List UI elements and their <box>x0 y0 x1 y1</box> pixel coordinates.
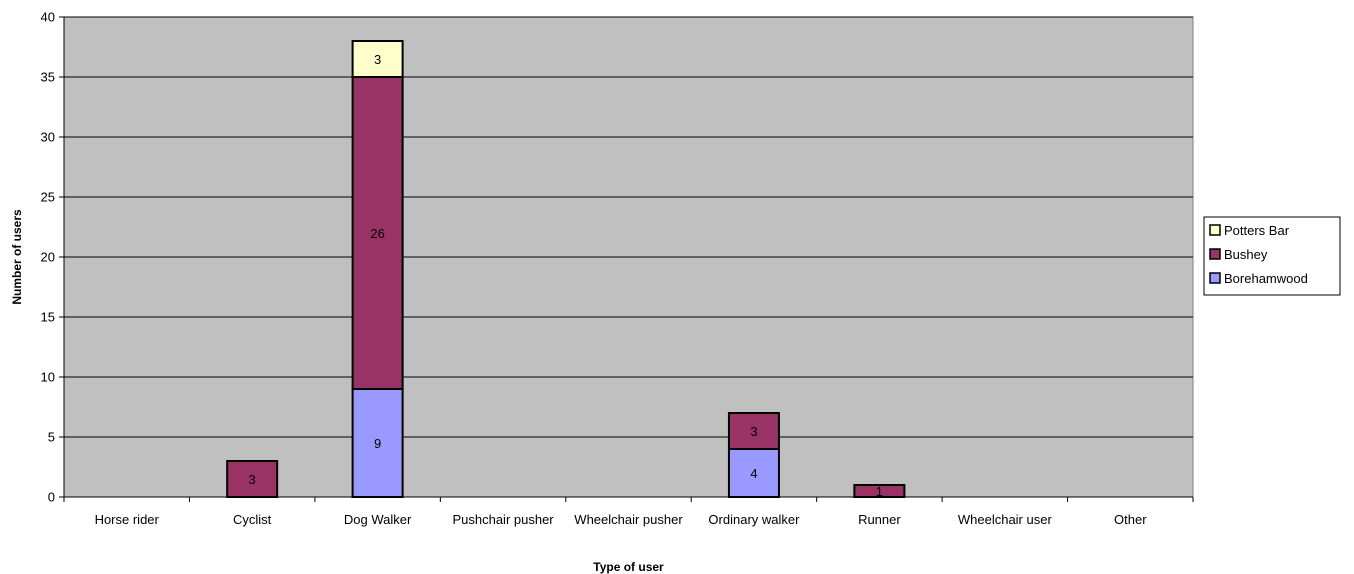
data-label: 3 <box>374 52 381 67</box>
y-tick-label: 5 <box>48 430 55 445</box>
bar-segment <box>727 412 780 450</box>
legend-label: Bushey <box>1224 247 1268 262</box>
data-label: 4 <box>750 466 757 481</box>
data-label: 3 <box>249 472 256 487</box>
y-tick-label: 25 <box>41 190 55 205</box>
data-label: 1 <box>876 484 883 499</box>
bar-segment <box>351 40 404 78</box>
legend-swatch <box>1209 248 1221 260</box>
bar-segment <box>351 388 404 498</box>
data-label: 3 <box>750 424 757 439</box>
y-tick-label: 40 <box>41 10 55 25</box>
data-labels: 3 9 26 3 4 3 1 <box>249 52 883 499</box>
y-tick-label: 30 <box>41 130 55 145</box>
x-category-label: Other <box>1114 512 1147 527</box>
bar-segment <box>727 448 780 498</box>
y-tick-label: 0 <box>48 490 55 505</box>
y-tick-label: 15 <box>41 310 55 325</box>
legend: Potters Bar Bushey Borehamwood <box>1203 216 1341 296</box>
legend-swatch <box>1209 272 1221 284</box>
legend-box <box>1203 216 1341 296</box>
data-label: 9 <box>374 436 381 451</box>
x-category-label: Cyclist <box>233 512 272 527</box>
y-axis-title: Number of users <box>10 209 24 305</box>
x-axis: Horse rider Cyclist Dog Walker Pushchair pu… <box>63 496 1194 527</box>
y-tick-label: 10 <box>41 370 55 385</box>
x-category-label: Horse rider <box>95 512 160 527</box>
y-tick-label: 20 <box>41 250 55 265</box>
legend-swatch <box>1209 224 1221 236</box>
legend-label: Borehamwood <box>1224 271 1308 286</box>
x-category-label: Runner <box>858 512 901 527</box>
x-category-label: Pushchair pusher <box>452 512 554 527</box>
bar-segment <box>853 484 906 498</box>
x-category-label: Wheelchair user <box>958 512 1053 527</box>
bars <box>226 40 906 498</box>
bar-segment <box>226 460 279 498</box>
x-category-label: Wheelchair pusher <box>574 512 683 527</box>
data-label: 26 <box>370 226 384 241</box>
gridlines <box>64 16 1193 438</box>
x-category-label: Dog Walker <box>344 512 412 527</box>
legend-label: Potters Bar <box>1224 223 1290 238</box>
y-tick-label: 35 <box>41 70 55 85</box>
x-axis-title: Type of user <box>593 560 664 574</box>
x-category-label: Ordinary walker <box>708 512 800 527</box>
y-axis: 0 5 10 15 20 25 30 35 40 <box>41 10 65 505</box>
